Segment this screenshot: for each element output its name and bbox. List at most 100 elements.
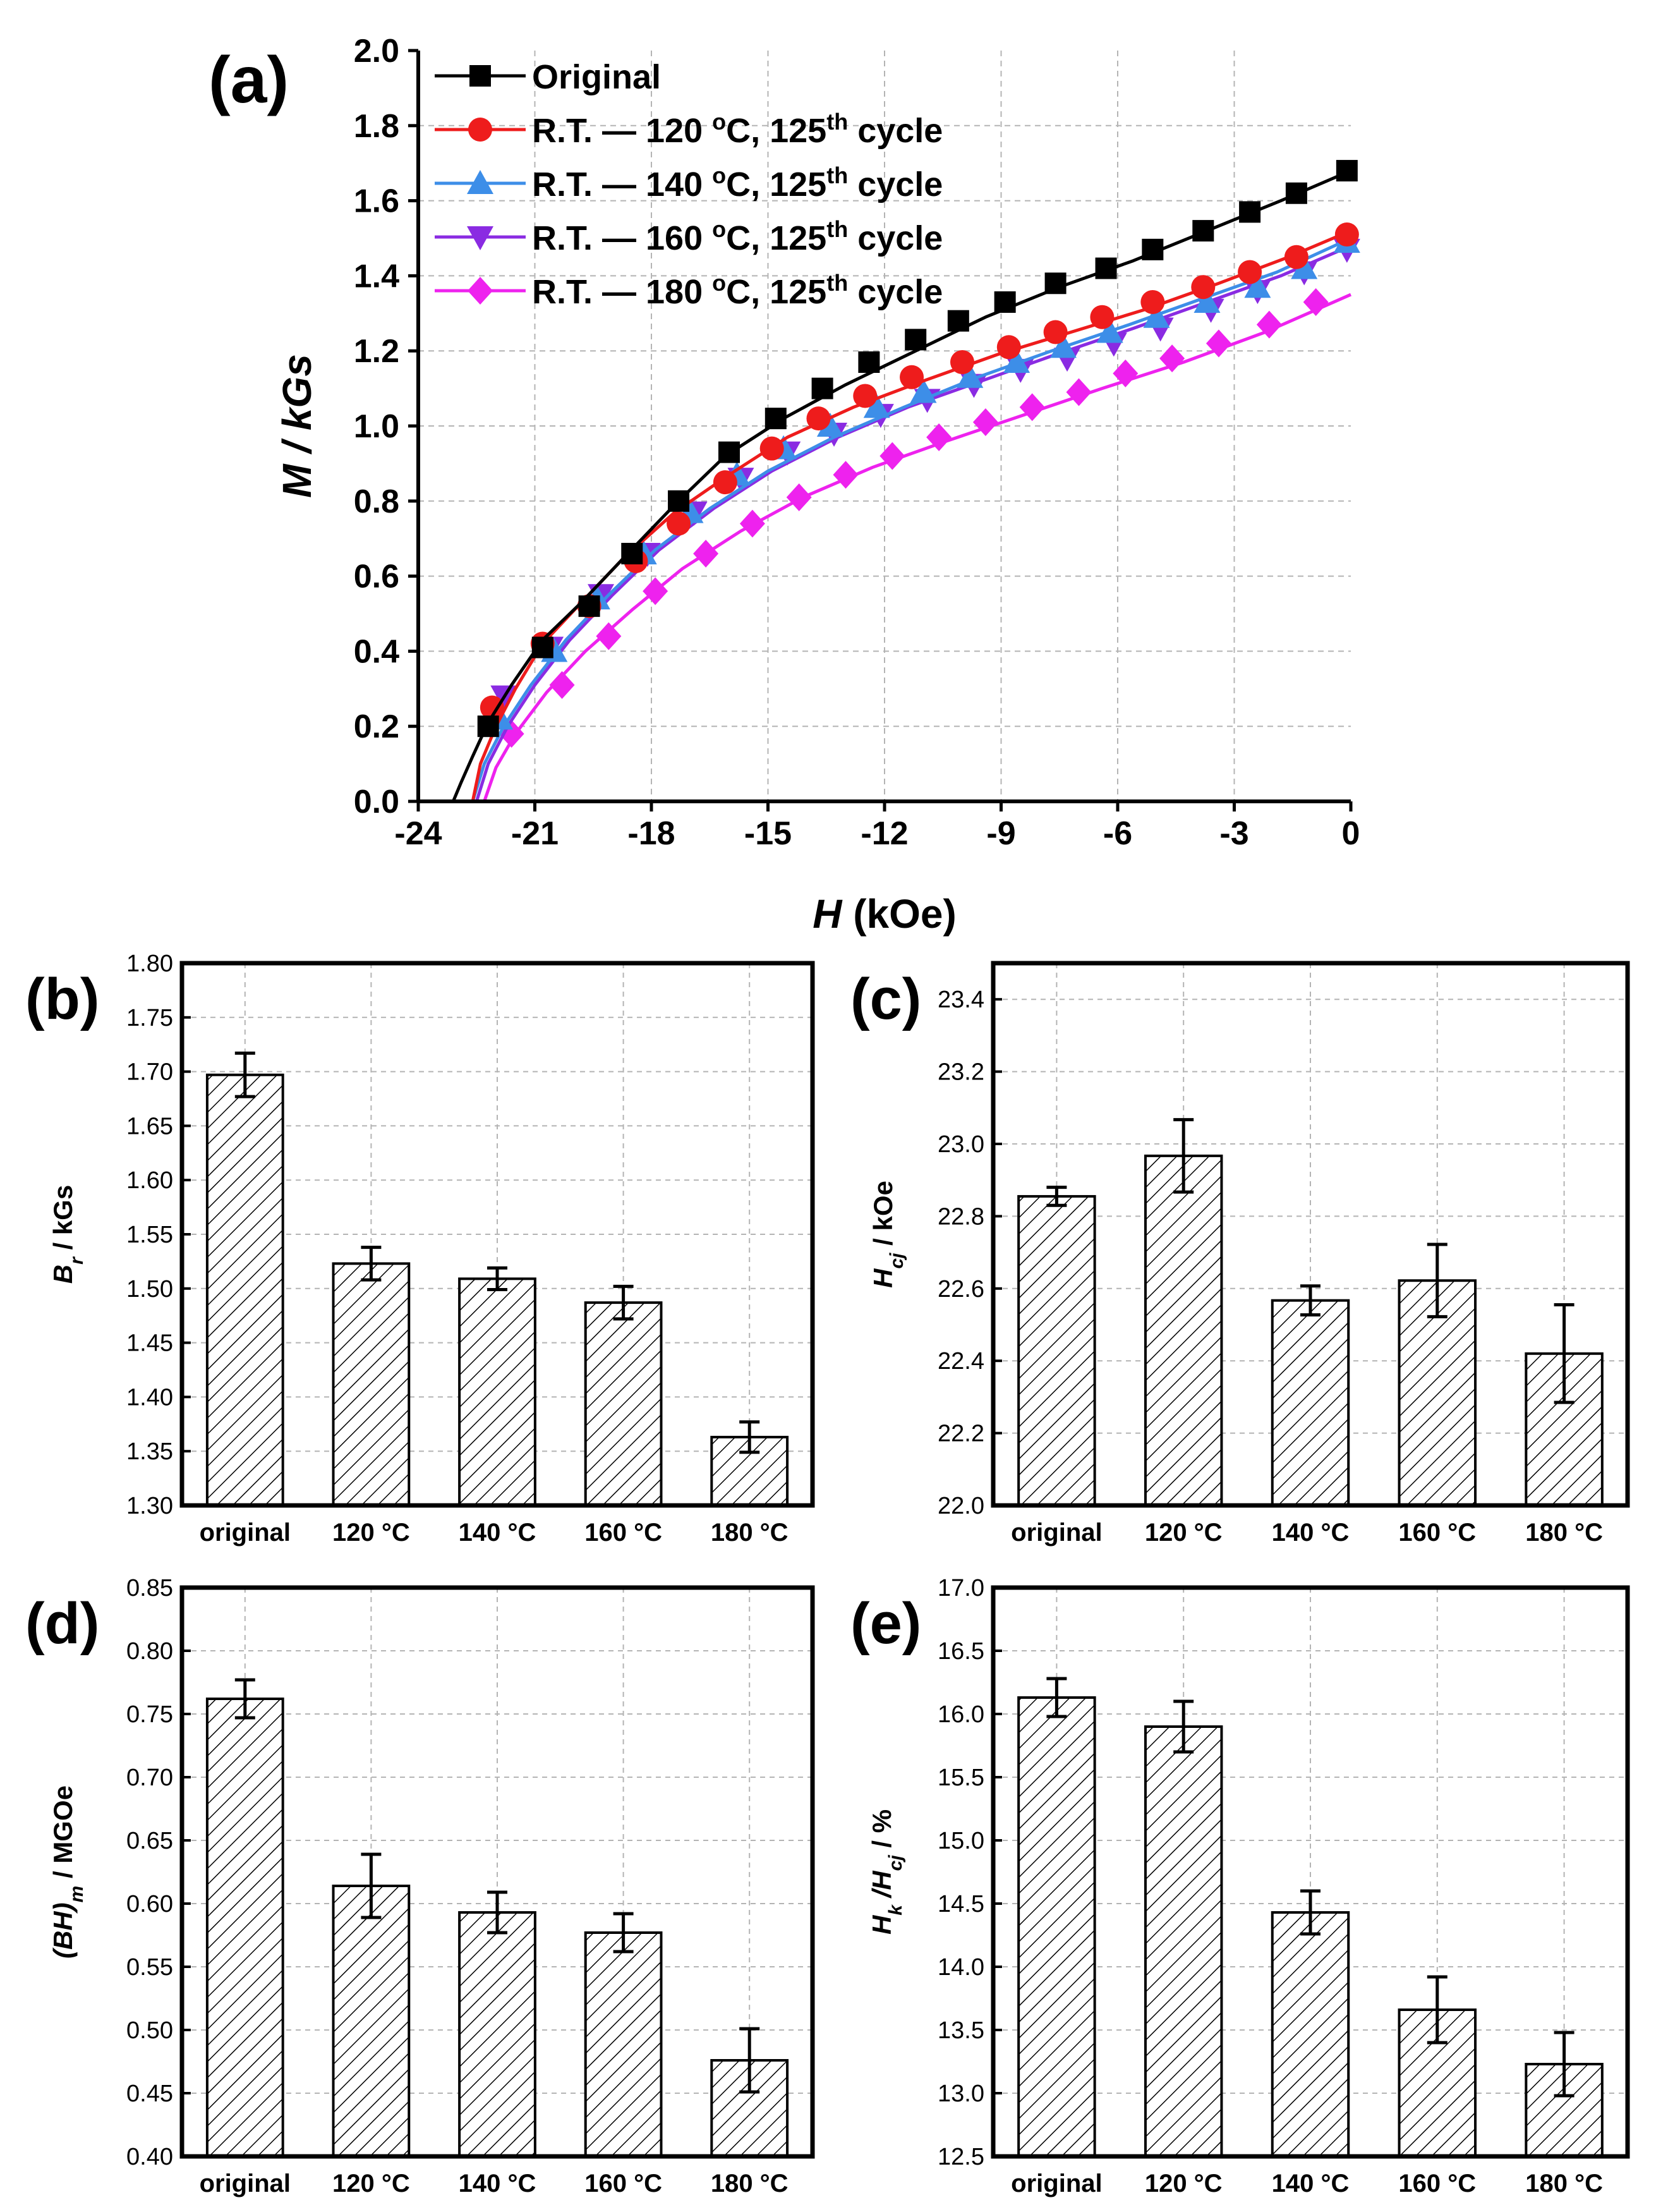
data-point: [996, 335, 1021, 360]
data-point: [1140, 289, 1165, 314]
x-tick-label: 0: [1342, 815, 1360, 852]
data-point: [739, 509, 765, 538]
data-point: [910, 379, 937, 403]
data-point: [621, 542, 643, 564]
y-tick-label: 0.85: [126, 1575, 173, 1601]
y-tick-label: 23.4: [938, 987, 984, 1013]
category-label: 180 °C: [1525, 1519, 1603, 1547]
bar: [1271, 1299, 1350, 1507]
x-tick-label: -24: [394, 815, 442, 852]
data-point: [1239, 201, 1261, 223]
y-tick-label: 1.45: [126, 1330, 173, 1357]
category-label: 160 °C: [584, 1519, 662, 1547]
y-tick-label: 0.70: [126, 1765, 173, 1791]
category-label: 180 °C: [1525, 2170, 1603, 2197]
panel-label: (a): [208, 44, 289, 117]
data-point: [477, 715, 499, 738]
category-label: original: [200, 2170, 291, 2197]
plot-frame: [991, 961, 1630, 1508]
x-tick-label: -21: [511, 815, 559, 852]
bar: [584, 1301, 663, 1507]
data-point: [957, 363, 984, 388]
y-axis-title: (BH)m / MGOe: [48, 1785, 87, 1959]
category-label: 180 °C: [711, 2170, 789, 2197]
error-bar: [1300, 1284, 1320, 1317]
y-tick-label: 22.8: [938, 1203, 984, 1230]
x-tick-label: -3: [1219, 815, 1248, 852]
data-point: [1043, 320, 1068, 344]
y-tick-label: 23.2: [938, 1059, 984, 1086]
panel-b-remanence-chart: original 120 °C 140 °C 160 °C 180 °C 1.30 1.35…: [25, 951, 815, 1547]
data-point: [900, 365, 924, 389]
data-point: [994, 291, 1016, 313]
category-label: original: [1011, 1519, 1102, 1547]
y-tick-label: 1.0: [354, 408, 399, 445]
y-tick-label: 0.65: [126, 1828, 173, 1854]
data-point: [531, 636, 553, 659]
y-axis-title: Hcj / kOe: [868, 1181, 907, 1288]
data-point: [1303, 288, 1329, 316]
y-tick-label: 0.4: [354, 633, 399, 670]
category-label: 160 °C: [1398, 2170, 1476, 2197]
y-tick-label: 1.60: [126, 1167, 173, 1194]
error-bar: [1554, 2031, 1574, 2098]
legend: Original R.T. — 120 oC, 125th cycle R.T. —…: [435, 58, 943, 311]
data-point: [480, 695, 504, 720]
data-point: [816, 413, 843, 437]
bar: [1144, 1725, 1223, 2158]
data-point: [858, 351, 880, 374]
data-point: [879, 442, 905, 470]
legend-label: R.T. — 180 oC, 125th cycle: [532, 270, 943, 312]
data-point: [596, 622, 622, 650]
data-point: [1049, 334, 1077, 358]
data-point: [1238, 260, 1262, 284]
data-point: [549, 671, 575, 699]
y-tick-label: 0.45: [126, 2081, 173, 2107]
data-point: [1194, 288, 1221, 313]
panel-c-coercivity-chart: original 120 °C 140 °C 160 °C 180 °C 22.0 22.2…: [850, 961, 1630, 1547]
data-point: [806, 406, 831, 431]
legend-marker: [467, 226, 493, 250]
data-point: [1113, 359, 1139, 387]
series-line: [471, 229, 1351, 802]
y-tick-label: 15.5: [938, 1765, 984, 1791]
data-point: [667, 511, 691, 536]
legend-marker: [467, 170, 493, 194]
y-tick-label: 1.4: [354, 258, 399, 295]
panel-e-squareness-chart: original 120 °C 140 °C 160 °C 180 °C 12.5 13.0…: [850, 1575, 1630, 2197]
category-label: 180 °C: [711, 1519, 789, 1547]
x-tick-label: -9: [986, 815, 1015, 852]
y-tick-label: 0.2: [354, 708, 399, 745]
data-point: [786, 483, 812, 511]
x-tick-label: -6: [1103, 815, 1132, 852]
bar: [1017, 1696, 1096, 2158]
data-point: [713, 470, 737, 495]
y-tick-label: 1.8: [354, 108, 399, 145]
category-label: 140 °C: [459, 2170, 536, 2197]
category-label: 160 °C: [1398, 1519, 1476, 1547]
category-label: 140 °C: [1272, 1519, 1350, 1547]
y-tick-label: 0.40: [126, 2144, 173, 2170]
y-tick-label: 1.75: [126, 1005, 173, 1031]
error-bar: [487, 1266, 507, 1292]
data-point: [764, 408, 787, 430]
data-point: [1206, 329, 1231, 358]
data-point: [1143, 303, 1170, 328]
panel-d-energy-product-chart: original 120 °C 140 °C 160 °C 180 °C 0.40 0.45…: [25, 1575, 815, 2197]
y-tick-label: 0.50: [126, 2017, 173, 2044]
legend-marker: [468, 277, 493, 305]
y-tick-label: 23.0: [938, 1131, 984, 1158]
y-tick-label: 1.70: [126, 1059, 173, 1086]
series-3: [471, 228, 1360, 802]
bar: [205, 1698, 284, 2158]
bar: [1017, 1194, 1096, 1507]
panel-label: (d): [25, 1591, 99, 1656]
category-label: 160 °C: [584, 2170, 662, 2197]
legend-label: R.T. — 160 oC, 125th cycle: [532, 216, 943, 258]
legend-marker: [469, 65, 491, 87]
y-tick-label: 22.6: [938, 1276, 984, 1303]
y-tick-label: 1.65: [126, 1113, 173, 1139]
y-tick-label: 0.8: [354, 483, 399, 520]
data-point: [668, 490, 690, 512]
y-tick-label: 0.6: [354, 559, 399, 595]
